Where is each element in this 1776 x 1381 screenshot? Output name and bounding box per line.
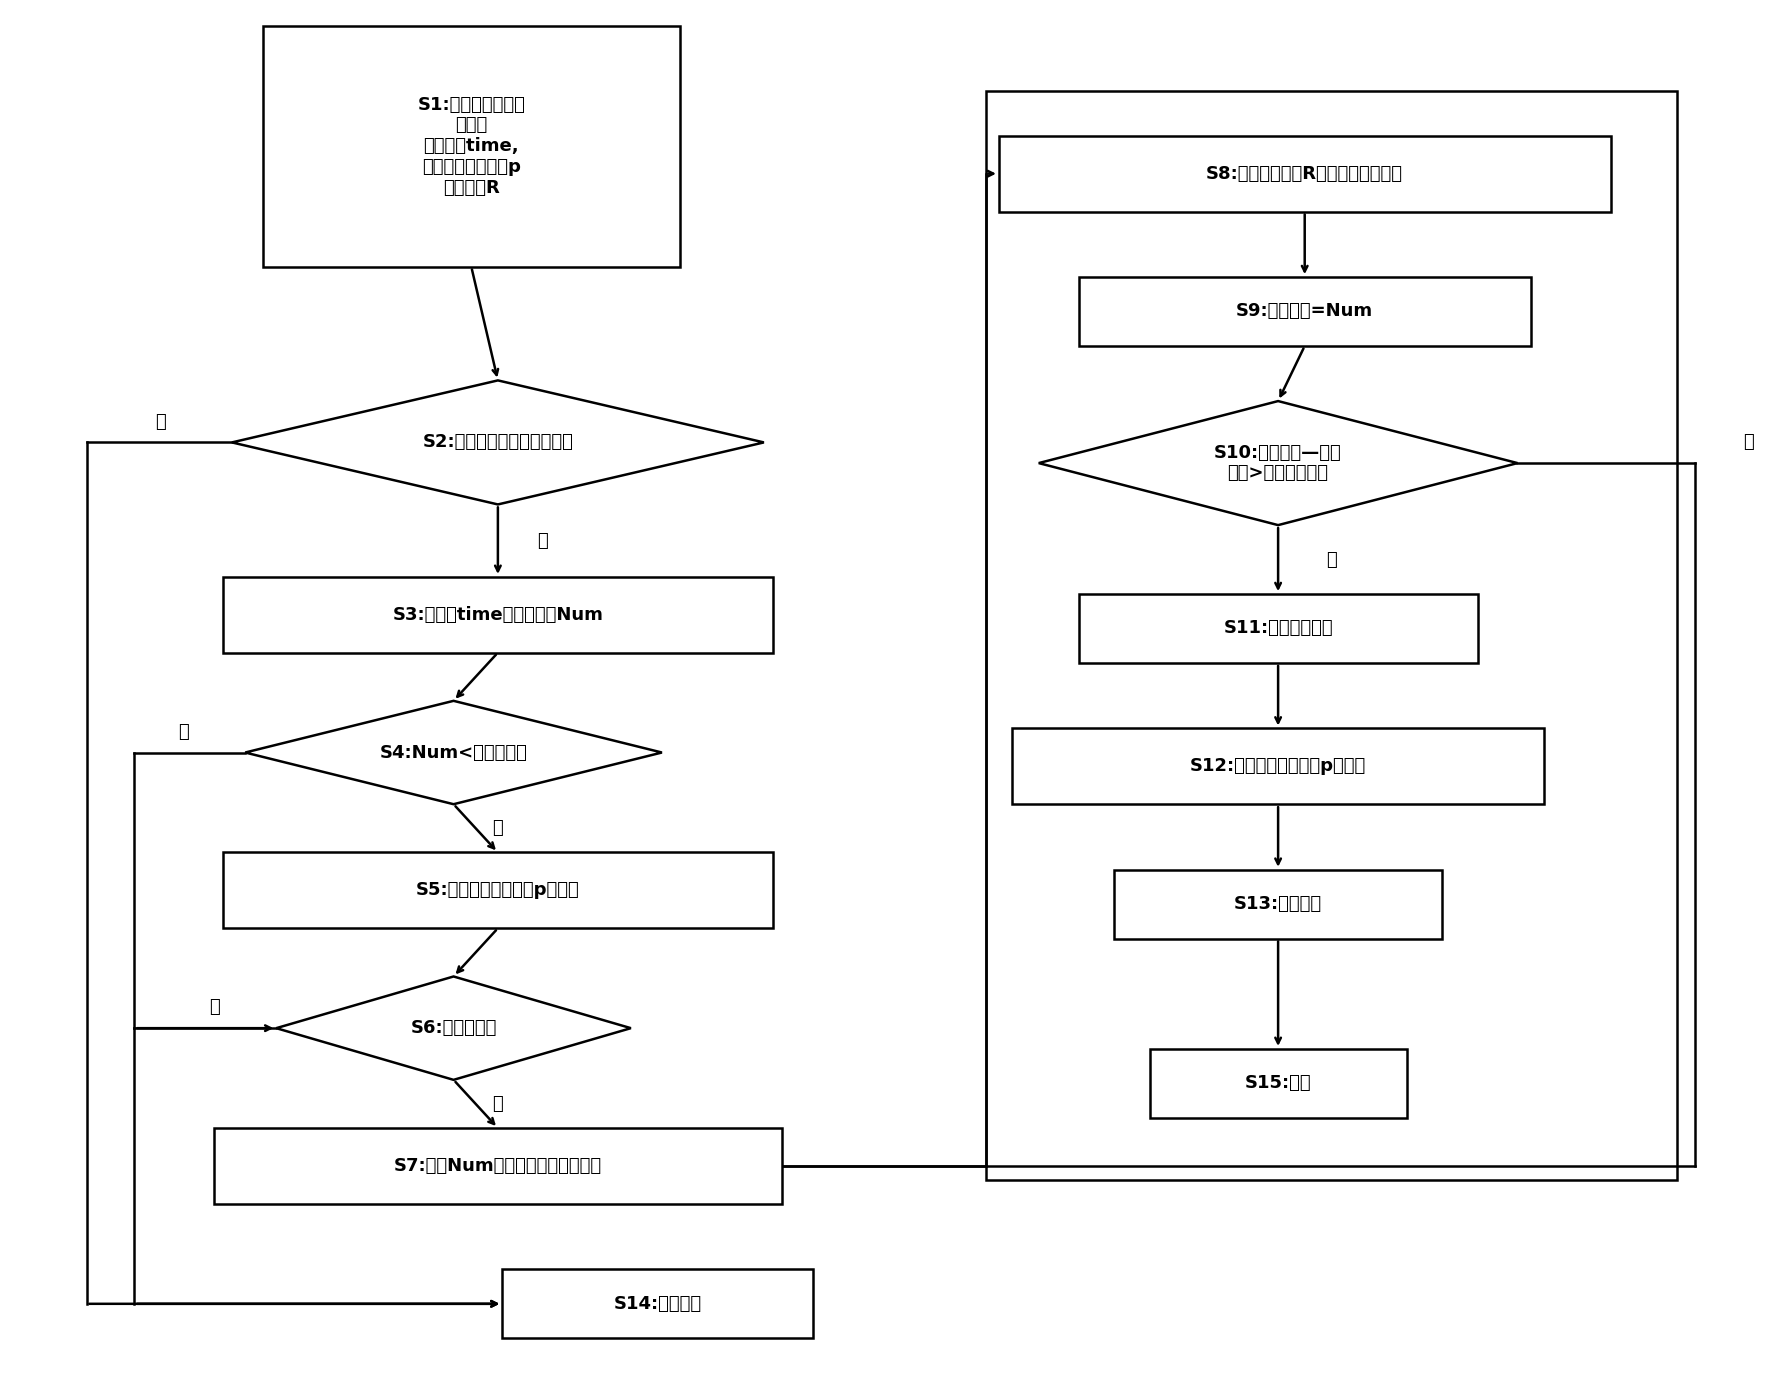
Text: S5:锁定相量测量装置p数据区: S5:锁定相量测量装置p数据区 bbox=[416, 881, 579, 899]
Text: S9:结束批号=Num: S9:结束批号=Num bbox=[1236, 302, 1373, 320]
FancyBboxPatch shape bbox=[263, 25, 680, 267]
Text: 否: 否 bbox=[210, 998, 220, 1016]
Text: S6:锁定成功？: S6:锁定成功？ bbox=[410, 1019, 497, 1037]
Text: S2:已经与实时数据库连接？: S2:已经与实时数据库连接？ bbox=[423, 434, 574, 452]
FancyBboxPatch shape bbox=[503, 1269, 813, 1338]
Text: S15:结束: S15:结束 bbox=[1245, 1074, 1311, 1092]
Text: 是: 是 bbox=[492, 819, 503, 837]
FancyBboxPatch shape bbox=[1078, 594, 1478, 663]
FancyBboxPatch shape bbox=[224, 852, 773, 928]
FancyBboxPatch shape bbox=[1149, 1048, 1407, 1117]
Text: S12:解锁相量测量装置p数据区: S12:解锁相量测量装置p数据区 bbox=[1190, 757, 1366, 775]
Polygon shape bbox=[1039, 400, 1517, 525]
Text: 是: 是 bbox=[492, 1095, 503, 1113]
Text: 是: 是 bbox=[1327, 551, 1337, 569]
Text: S4:Num<结束批号？: S4:Num<结束批号？ bbox=[380, 743, 527, 761]
Text: S14:失败写入: S14:失败写入 bbox=[613, 1295, 702, 1313]
Text: 否: 否 bbox=[1742, 434, 1753, 452]
Text: S7:根据Num确定数据记录的首地址: S7:根据Num确定数据记录的首地址 bbox=[394, 1157, 602, 1175]
Text: S11:起始批号修正: S11:起始批号修正 bbox=[1224, 620, 1334, 638]
Text: 是: 是 bbox=[536, 532, 547, 550]
Text: 否: 否 bbox=[178, 722, 188, 740]
Text: S1:开始（写数据）
输入：
数据时刿time,
相量测量装置编号p
数据记录R: S1:开始（写数据） 输入： 数据时刿time, 相量测量装置编号p 数据记录R bbox=[417, 95, 526, 196]
FancyBboxPatch shape bbox=[1114, 870, 1442, 939]
Text: S8:拷贝数据记录R到数据记录首地址: S8:拷贝数据记录R到数据记录首地址 bbox=[1206, 164, 1403, 182]
Polygon shape bbox=[277, 976, 630, 1080]
Text: S13:成功写入: S13:成功写入 bbox=[1234, 895, 1321, 913]
FancyBboxPatch shape bbox=[224, 577, 773, 653]
Text: S3:从时刿time映射到批号Num: S3:从时刿time映射到批号Num bbox=[392, 606, 604, 624]
FancyBboxPatch shape bbox=[215, 1128, 781, 1204]
Text: S10:结束批号—起始
批号>数据区长度？: S10:结束批号—起始 批号>数据区长度？ bbox=[1215, 443, 1343, 482]
Text: 否: 否 bbox=[156, 413, 167, 431]
Polygon shape bbox=[245, 700, 662, 804]
FancyBboxPatch shape bbox=[1078, 278, 1531, 347]
FancyBboxPatch shape bbox=[1012, 728, 1543, 804]
FancyBboxPatch shape bbox=[998, 135, 1611, 211]
Polygon shape bbox=[233, 380, 764, 504]
